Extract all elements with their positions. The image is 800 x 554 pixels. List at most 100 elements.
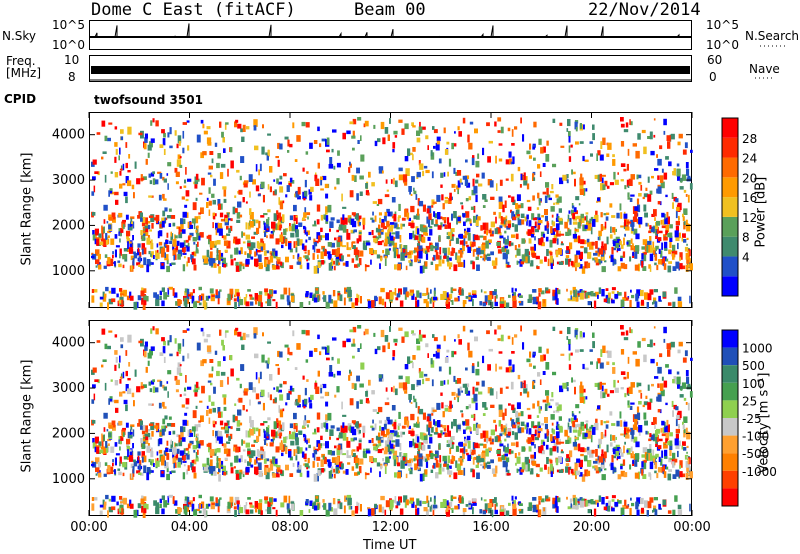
range-cell <box>263 195 265 203</box>
range-cell <box>507 265 511 267</box>
range-cell <box>530 468 533 474</box>
range-cell <box>246 222 248 229</box>
range-cell <box>507 221 511 224</box>
range-cell <box>197 135 201 143</box>
range-cell <box>601 420 603 425</box>
range-cell <box>558 248 562 255</box>
range-cell <box>333 374 335 378</box>
range-cell <box>492 231 494 234</box>
range-cell <box>495 510 499 514</box>
range-cell <box>521 446 525 452</box>
range-cell <box>130 432 133 435</box>
range-cell <box>184 205 187 208</box>
range-cell <box>285 239 287 246</box>
range-cell <box>308 445 311 448</box>
range-cell <box>352 356 355 359</box>
range-cell <box>207 137 211 144</box>
range-cell <box>101 239 105 242</box>
range-cell <box>124 498 127 502</box>
range-cell <box>641 508 644 513</box>
range-cell <box>550 399 554 401</box>
range-cell <box>554 228 557 232</box>
range-cell <box>409 233 412 239</box>
range-cell <box>529 352 531 358</box>
range-cell <box>293 255 295 259</box>
range-cell <box>201 386 205 394</box>
range-cell <box>227 294 230 301</box>
range-cell <box>242 263 244 266</box>
range-cell <box>217 228 221 232</box>
range-cell <box>196 174 199 180</box>
range-cell <box>116 294 118 298</box>
range-cell <box>240 364 244 371</box>
range-cell <box>647 194 651 202</box>
range-cell <box>321 260 324 265</box>
range-cell <box>267 209 270 212</box>
range-cell <box>282 214 285 222</box>
range-cell <box>107 221 109 223</box>
range-cell <box>318 444 321 451</box>
range-cell <box>225 458 228 460</box>
range-cell <box>447 380 449 385</box>
range-cell <box>333 300 337 307</box>
range-cell <box>380 288 385 292</box>
range-cell <box>431 358 433 364</box>
range-cell <box>329 365 332 373</box>
range-cell <box>264 288 268 292</box>
range-cell <box>433 505 437 509</box>
range-cell <box>420 474 423 482</box>
range-cell <box>433 146 436 149</box>
range-cell <box>509 360 512 366</box>
range-cell <box>342 341 346 348</box>
range-cell <box>123 265 125 268</box>
range-cell <box>399 175 403 181</box>
range-cell <box>687 386 692 390</box>
range-cell <box>493 474 496 477</box>
range-cell <box>582 218 585 223</box>
range-cell <box>635 234 639 240</box>
range-cell <box>448 456 451 464</box>
range-cell <box>686 194 688 197</box>
range-cell <box>512 296 516 301</box>
range-cell <box>451 228 455 232</box>
range-cell <box>476 465 479 468</box>
range-cell <box>582 364 584 369</box>
range-cell <box>585 368 589 370</box>
range-cell <box>600 174 602 182</box>
range-cell <box>575 349 579 352</box>
range-cell <box>146 473 149 481</box>
range-cell <box>309 403 312 408</box>
range-cell <box>661 213 664 218</box>
range-cell <box>533 426 537 429</box>
range-cell <box>527 184 529 190</box>
range-cell <box>256 185 259 191</box>
range-cell <box>552 372 556 375</box>
range-cell <box>188 222 190 228</box>
range-cell <box>109 291 111 294</box>
range-cell <box>476 220 479 226</box>
range-cell <box>543 371 546 375</box>
range-cell <box>454 506 458 510</box>
range-cell <box>569 145 571 152</box>
range-cell <box>209 187 211 194</box>
range-cell <box>568 339 571 345</box>
range-cell <box>454 189 456 192</box>
range-cell <box>225 122 229 124</box>
range-cell <box>351 427 354 434</box>
range-cell <box>499 225 502 228</box>
range-cell <box>473 179 475 187</box>
range-cell <box>419 409 423 414</box>
range-cell <box>580 293 584 300</box>
range-cell <box>273 290 276 294</box>
range-cell <box>518 413 521 417</box>
range-cell <box>595 419 598 423</box>
range-cell <box>460 240 464 244</box>
range-cell <box>273 179 275 181</box>
range-cell <box>485 295 488 303</box>
range-cell <box>161 337 165 341</box>
range-cell <box>402 218 406 221</box>
range-cell <box>627 164 629 171</box>
range-cell <box>263 403 265 411</box>
range-cell <box>365 265 369 267</box>
range-cell <box>659 145 662 149</box>
